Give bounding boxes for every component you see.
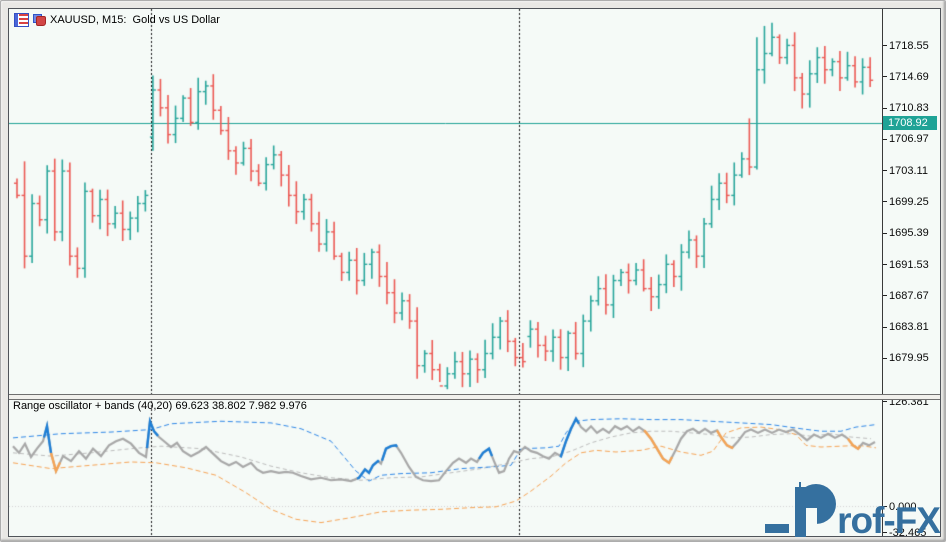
indicator-label: Range oscillator + bands (40,20) 69.623 … <box>13 400 307 412</box>
axis-tick-label: 1683.81 <box>883 321 929 334</box>
chart-content: XAUUSD, M15: Gold vs US Dollar Range osc… <box>8 8 941 539</box>
axis-tick-label: 1703.11 <box>883 164 928 177</box>
chart-title: XAUUSD, M15: Gold vs US Dollar <box>50 14 220 26</box>
quote-list-icon <box>14 13 29 27</box>
axis-tick-label: 1679.95 <box>883 352 929 365</box>
axis-tick-label: 1687.67 <box>883 289 929 302</box>
axis-tick-label: 1718.55 <box>883 39 929 52</box>
chart-window-icon <box>33 14 46 26</box>
current-price-badge: 1708.92 <box>883 116 937 131</box>
price-chart-canvas[interactable] <box>9 9 882 536</box>
axis-tick-label: 1714.69 <box>883 70 929 83</box>
axis-tick-label: 1706.97 <box>883 133 929 146</box>
axis-tick-label: 1710.83 <box>883 102 929 115</box>
price-axis[interactable]: 1708.92 126.381 0.000 -32.465 1718.55 171… <box>882 9 940 539</box>
sub-axis-zero-label: 0.000 <box>883 500 917 513</box>
sub-axis-bottom-label: -32.465 <box>883 526 926 539</box>
axis-tick-label: 1699.25 <box>883 195 929 208</box>
axis-tick-label: 1691.53 <box>883 258 929 271</box>
chart-title-bar: XAUUSD, M15: Gold vs US Dollar <box>14 13 220 27</box>
axis-tick-label: 1695.39 <box>883 227 929 240</box>
panel-splitter[interactable] <box>9 394 940 400</box>
